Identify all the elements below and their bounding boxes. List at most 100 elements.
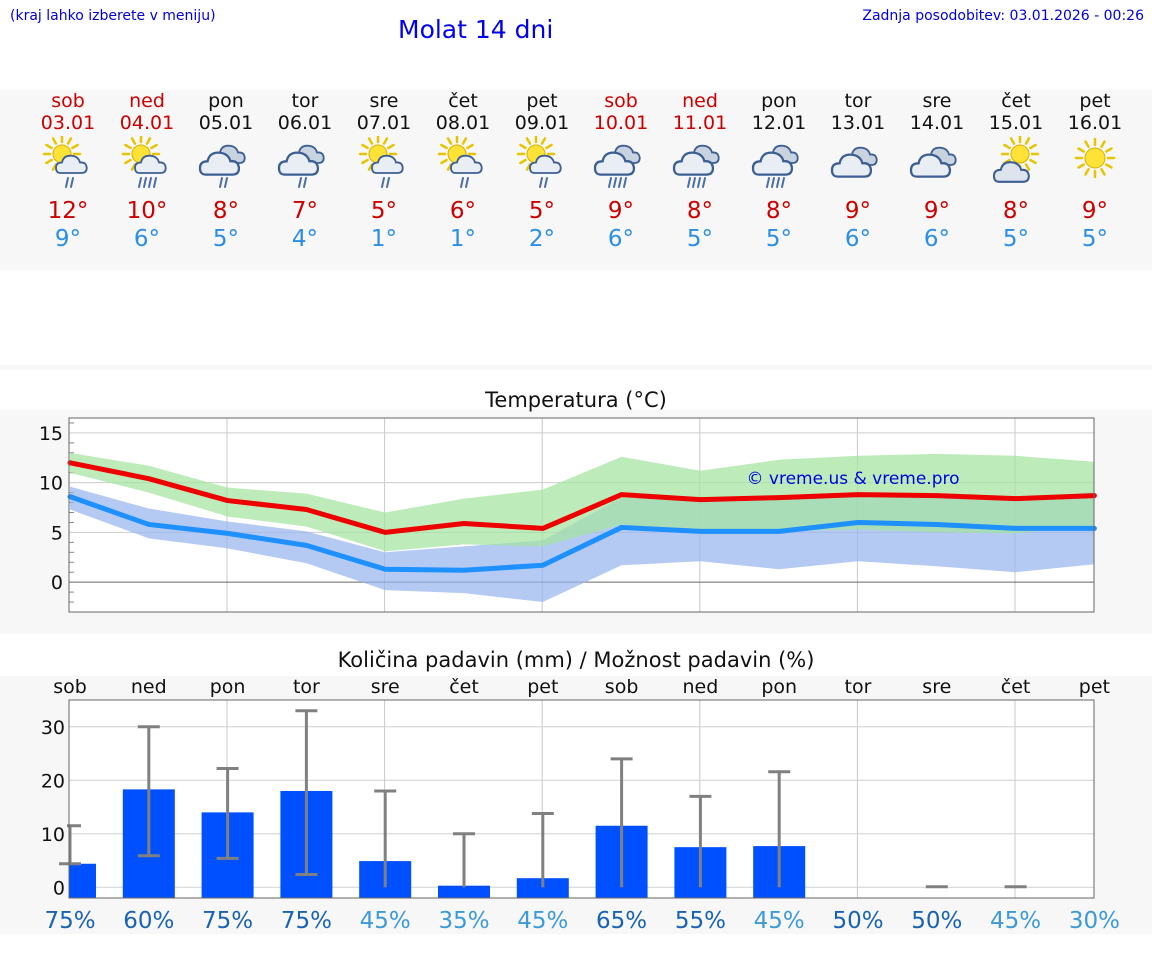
precip-bar [69,863,96,898]
x-day-label: tor [845,676,872,698]
precip-range-whisker [216,766,239,860]
temperature-chart: 0 5 10 15 © vreme.us & vreme.pro [39,417,1097,613]
precip-probability: 30% [1069,908,1120,934]
min-temp: 5° [765,226,793,252]
day-date: 16.01 [1067,112,1123,134]
day-date: 15.01 [988,112,1044,134]
day-date: 13.01 [830,112,886,134]
day-date: 10.01 [593,112,649,134]
clouds-icon [830,146,878,178]
precipitation-chart: 0 10 20 30 sob 75% ned 60% pon 75% tor 75% sre 45% čet… [41,676,1120,934]
y-tick-label: 10 [39,473,63,495]
min-temp-line [67,494,1097,573]
precip-probability: 65% [596,908,647,934]
day-name: čet [1001,90,1031,112]
day-date: 08.01 [435,112,491,134]
watermark: © vreme.us & vreme.pro [746,469,959,489]
precip-range-whisker [689,794,712,888]
clouds-rain-icon [198,144,246,188]
sun-cloud-rain-icon [42,136,88,188]
day-date: 14.01 [909,112,965,134]
day-name: ned [129,90,165,112]
y-tick-label: 0 [51,572,63,594]
max-temp: 10° [126,198,168,224]
day-name: pet [1079,90,1111,112]
x-day-label: čet [449,676,479,698]
precip-probability: 75% [281,908,332,934]
min-temp: 5° [212,226,240,252]
forecast-band [0,90,1152,270]
x-day-label: pet [1079,676,1110,698]
day-date: 12.01 [751,112,807,134]
location-menu-hint[interactable]: (kraj lahko izberete v meniju) [10,8,216,24]
clouds-heavy-rain-icon [751,144,799,188]
precip-range-whisker [295,709,318,876]
day-name: pon [761,90,797,112]
clouds-icon [909,146,957,178]
y-tick-label: 30 [41,717,65,739]
x-day-label: sob [53,676,87,698]
precip-range-whisker [453,832,475,888]
y-tick-label: 15 [39,423,63,445]
min-temp: 6° [923,226,951,252]
max-temp: 9° [607,198,635,224]
precip-range-whisker [610,757,633,888]
precip-probability: 45% [754,908,805,934]
sun-cloud-heavy-rain-icon [121,136,167,188]
precip-bar [438,885,490,898]
min-temp: 6° [844,226,872,252]
temperature-chart-title: Temperatura (°C) [485,388,667,412]
precip-probability: 50% [832,908,883,934]
max-temp: 8° [686,198,714,224]
day-name: sre [369,90,399,112]
precip-range-whisker [374,789,397,888]
max-temp: 8° [765,198,793,224]
max-temp: 9° [844,198,872,224]
precip-probability: 75% [202,908,253,934]
min-temp: 6° [607,226,635,252]
day-name: sre [922,90,952,112]
y-tick-label: 0 [53,877,65,899]
clouds-heavy-rain-icon [593,144,641,188]
sun-cloud-rain-icon [437,136,483,188]
min-temp: 1° [370,226,398,252]
day-name: pet [526,90,558,112]
x-day-label: tor [293,676,320,698]
y-tick-label: 10 [41,824,65,846]
precip-probability: 45% [517,908,568,934]
x-day-label: ned [131,676,167,698]
page-title: Molat 14 dni [398,15,554,44]
max-temp: 7° [291,198,319,224]
sun-cloud-rain-icon [516,136,562,188]
clouds-heavy-rain-icon [672,144,720,188]
max-temp: 9° [923,198,951,224]
day-date: 03.01 [40,112,96,134]
day-name: ned [682,90,718,112]
x-day-label: čet [1001,676,1031,698]
max-temp: 8° [1002,198,1030,224]
min-temp: 5° [1002,226,1030,252]
max-temp: 5° [528,198,556,224]
sun-cloud-icon [992,136,1040,183]
max-temp: 6° [449,198,477,224]
sun-icon [1074,137,1116,179]
x-day-label: sre [922,676,951,698]
max-temp: 12° [47,198,89,224]
day-date: 06.01 [277,112,333,134]
precip-range-whisker [531,811,554,888]
day-name: čet [448,90,478,112]
sun-cloud-rain-icon [358,136,404,188]
precip-range-whisker [1004,885,1027,889]
min-temp: 9° [54,226,82,252]
precip-range-whisker [768,770,791,888]
day-date: 09.01 [514,112,570,134]
max-temp: 9° [1081,198,1109,224]
day-name: sob [51,90,85,112]
day-date: 04.01 [119,112,175,134]
day-date: 05.01 [198,112,254,134]
separator-band [0,365,1152,370]
day-date: 11.01 [672,112,728,134]
min-temp: 5° [686,226,714,252]
min-temp: 4° [291,226,319,252]
min-temp: 5° [1081,226,1109,252]
